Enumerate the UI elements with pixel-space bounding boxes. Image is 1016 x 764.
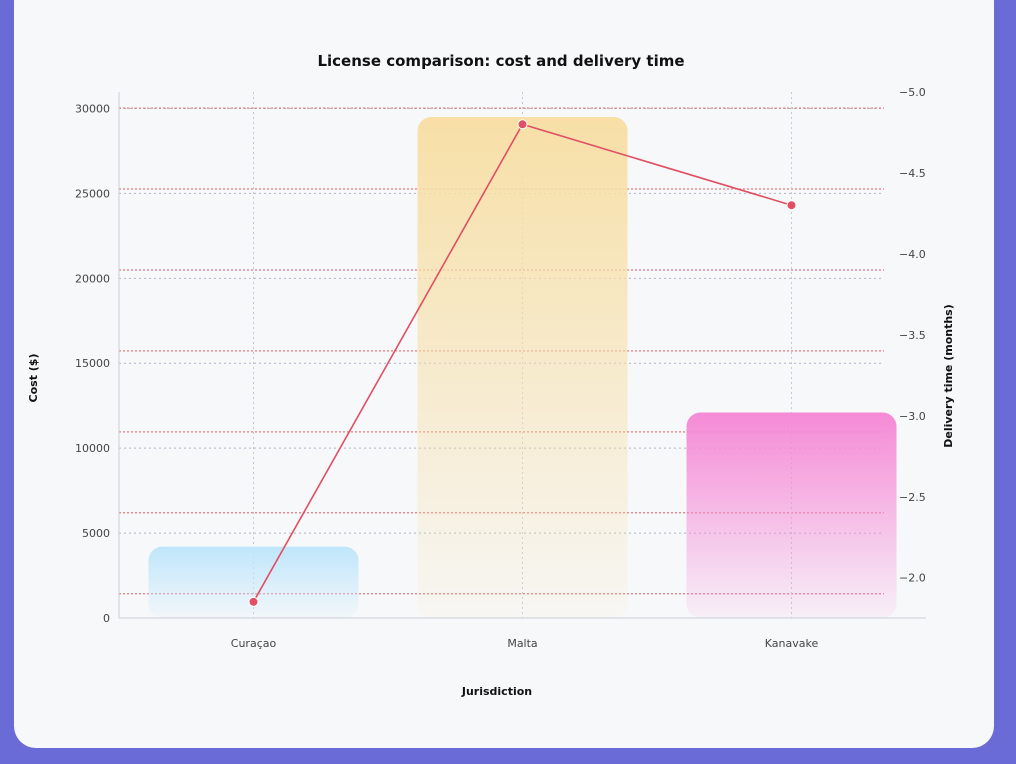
y-tick-label: 5000 (82, 527, 110, 540)
y2-tick-label: −3.5 (899, 329, 926, 342)
delivery-time-point (786, 200, 797, 211)
y2-tick-label: −2.0 (899, 572, 926, 585)
y2-tick-label: −5.0 (899, 86, 926, 99)
delivery-time-point (517, 119, 528, 130)
y-tick-label: 0 (103, 612, 110, 625)
chart-title: License comparison: cost and delivery ti… (317, 52, 684, 70)
bar-2 (686, 412, 897, 618)
x-tick-label: Curaçao (231, 637, 277, 650)
y2-tick-label: −2.5 (899, 491, 926, 504)
y2-tick-label: −4.0 (899, 248, 926, 261)
y-tick-label: 20000 (75, 272, 110, 285)
y2-tick-label: −4.5 (899, 167, 926, 180)
x-tick-label: Malta (507, 637, 537, 650)
y-tick-label: 15000 (75, 357, 110, 370)
y2-tick-label: −3.0 (899, 410, 926, 423)
y-axis-label: Cost ($) (27, 354, 40, 403)
delivery-time-point (248, 596, 259, 607)
bar-1 (417, 116, 628, 618)
y-tick-label: 10000 (75, 442, 110, 455)
x-axis-label: Jurisdiction (461, 685, 532, 698)
y-tick-label: 25000 (75, 187, 110, 200)
bar-0 (148, 546, 359, 618)
y2-axis-label: Delivery time (months) (942, 304, 955, 448)
y-tick-label: 30000 (75, 102, 110, 115)
x-tick-label: Kanavake (765, 637, 819, 650)
